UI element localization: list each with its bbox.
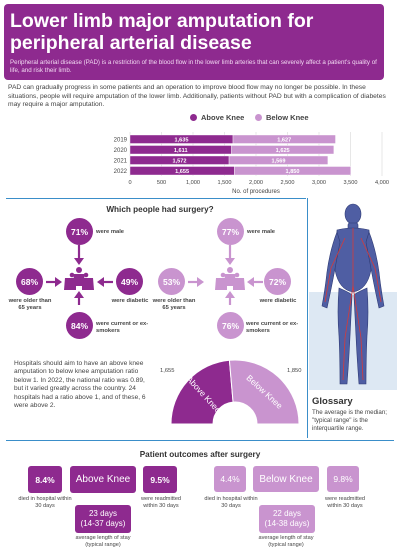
legend-swatch-below (255, 114, 262, 121)
bar-below-2019 (232, 134, 336, 144)
bar-value-label: 1,627 (277, 137, 291, 143)
bk-died-label: died in hospital within 30 days (204, 496, 258, 509)
y-tick-label: 2020 (114, 148, 128, 154)
ak-older-circle: 68% (16, 268, 43, 295)
bk-smokers-circle: 76% (217, 312, 244, 339)
ak-smokers-label: were current or ex-smokers (96, 321, 149, 334)
divider-vertical (307, 198, 308, 438)
bk-older-circle: 53% (158, 268, 185, 295)
legend-swatch-above (190, 114, 197, 121)
bk-stay-box: 22 days (14-38 days) (259, 505, 315, 533)
bar-value-label: 1,625 (276, 148, 290, 154)
bk-male-label: were male (247, 229, 276, 235)
y-tick-label: 2019 (114, 138, 128, 144)
ak-male-circle: 71% (66, 218, 93, 245)
bar-below-2021 (228, 155, 329, 165)
x-tick-label: 4,000 (375, 180, 389, 186)
procedures-bar-chart: 0 500 1,000 1,500 2,000 2,500 3,000 3,500 4,000 2… (114, 132, 389, 195)
glossary-title: Glossary (312, 396, 353, 407)
bk-smokers-label: were current or ex-smokers (246, 321, 299, 334)
bar-value-label: 1,635 (175, 137, 189, 143)
bar-value-label: 1,569 (271, 158, 285, 164)
bk-diabetic-circle: 72% (264, 268, 291, 295)
x-axis-title: No. of procedures (232, 189, 280, 195)
ak-male-label: were male (96, 229, 125, 235)
x-tick-label: 2,500 (281, 180, 295, 186)
x-tick-label: 3,000 (312, 180, 326, 186)
y-tick-label: 2021 (114, 159, 128, 165)
ak-readmitted-label: were readmitted within 30 days (140, 496, 182, 509)
bk-readmitted-label: were readmitted within 30 days (324, 496, 366, 509)
ak-older-label: were older than 65 years (8, 298, 52, 311)
x-tick-label: 500 (157, 180, 166, 186)
ak-diabetic-circle: 49% (116, 268, 143, 295)
bk-older-label: were older than 65 years (152, 298, 196, 311)
bk-died-box: 4.4% (214, 466, 246, 492)
donut-segment-above-knee (170, 359, 234, 425)
bk-male-circle: 77% (217, 218, 244, 245)
donut-segment-below-knee (228, 359, 300, 425)
intro-paragraph: PAD can gradually progress in some patie… (8, 84, 386, 108)
x-tick-label: 0 (128, 180, 131, 186)
people-connectors (46, 245, 263, 305)
x-tick-label: 1,500 (218, 180, 232, 186)
bk-stay-range: (14-38 days) (264, 519, 310, 528)
divider-bottom (6, 440, 394, 441)
bk-stay-days: 22 days (272, 509, 302, 518)
legend-label-below: Below Knee (266, 113, 309, 122)
outcomes-title: Patient outcomes after surgery (139, 450, 261, 459)
ak-died-label: died in hospital within 30 days (18, 496, 72, 509)
divider-top (6, 198, 306, 199)
ratio-text: Hospitals should aim to have an above kn… (14, 360, 146, 410)
x-tick-label: 2,000 (249, 180, 263, 186)
bar-below-2020 (231, 145, 335, 155)
y-tick-label: 2022 (114, 169, 128, 175)
body-illustration (309, 198, 397, 390)
legend-below-knee: Below Knee (255, 113, 309, 122)
page-subtitle: Peripheral arterial disease (PAD) is a r… (10, 59, 377, 74)
legend-above-knee: Above Knee (190, 113, 244, 122)
ak-stay-label: average length of stay (typical range) (75, 535, 131, 548)
title-banner: Lower limb major amputation for peripher… (4, 4, 384, 80)
ak-smokers-circle: 84% (66, 312, 93, 339)
bk-outcome-label-box: Below Knee (253, 466, 319, 492)
donut-below-value: 1,850 (287, 368, 302, 374)
x-tick-label: 3,500 (344, 180, 358, 186)
ak-diabetic-label: were diabetic (111, 298, 149, 304)
page-title: Lower limb major amputation for peripher… (10, 10, 314, 54)
ak-outcome-label-box: Above Knee (70, 466, 136, 493)
glossary-text: The average is the median; "typical rang… (312, 409, 387, 432)
bar-value-label: 1,572 (173, 158, 187, 164)
bar-value-label: 1,850 (286, 169, 300, 175)
ak-stay-box: 23 days (14-37 days) (75, 505, 131, 533)
bar-below-2022 (234, 166, 352, 176)
bk-stay-label: average length of stay (typical range) (258, 535, 314, 548)
who-section-title: Which people had surgery? (106, 205, 214, 214)
bk-readmitted-box: 9.8% (327, 466, 359, 492)
bar-value-label: 1,655 (175, 169, 189, 175)
ratio-donut-chart: Above Knee Below Knee (170, 359, 300, 425)
ak-readmitted-box: 9.5% (143, 466, 177, 493)
ak-died-box: 8.4% (28, 466, 62, 493)
donut-above-value: 1,655 (160, 368, 175, 374)
ak-stay-range: (14-37 days) (80, 519, 126, 528)
bar-value-label: 1,611 (174, 148, 188, 154)
bk-diabetic-label: were diabetic (259, 298, 297, 304)
x-tick-label: 1,000 (186, 180, 200, 186)
ak-stay-days: 23 days (88, 509, 118, 518)
legend-label-above: Above Knee (201, 113, 245, 122)
